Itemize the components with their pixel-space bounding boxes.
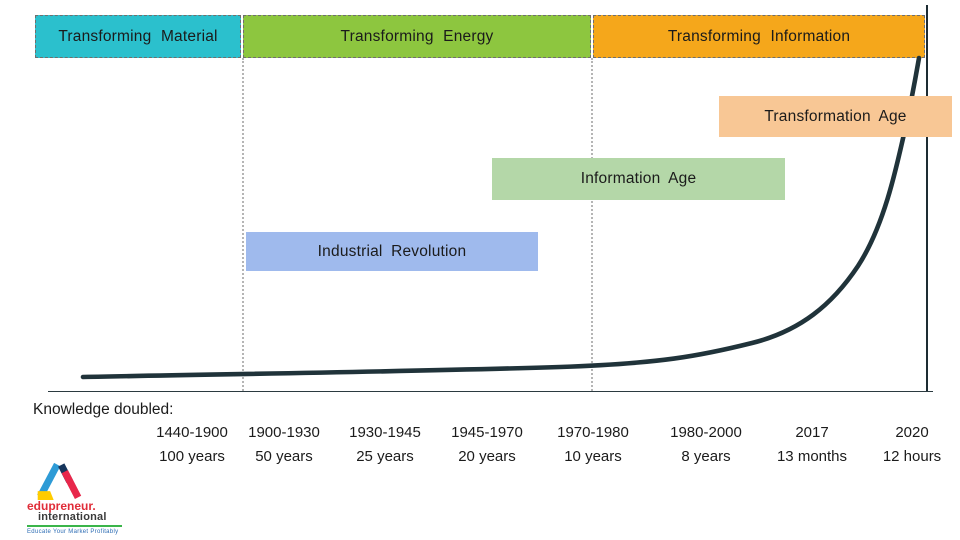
dotted-divider-line-right: [591, 58, 593, 391]
phase-band-transforming-energy: Transforming Energy: [243, 15, 591, 58]
era-band-label: Information Age: [580, 170, 697, 187]
timeline-duration: 50 years: [255, 448, 313, 465]
timeline-duration: 8 years: [681, 448, 731, 465]
timeline-period: 1900-1930: [248, 424, 320, 441]
phase-band-transforming-material: Transforming Material: [35, 15, 241, 58]
dotted-divider-line-left: [242, 58, 244, 391]
x-axis-line: [48, 391, 933, 392]
timeline-duration: 20 years: [458, 448, 516, 465]
timeline-duration: 12 hours: [882, 448, 942, 465]
timeline-period: 1980-2000: [670, 424, 742, 441]
timeline-duration: 10 years: [564, 448, 622, 465]
timeline-duration: 25 years: [356, 448, 414, 465]
timeline-period: 1440-1900: [156, 424, 228, 441]
timeline-duration: 100 years: [159, 448, 225, 465]
timeline-entry-2: 1900-1930 50 years: [228, 421, 340, 469]
era-band-industrial-revolution: Industrial Revolution: [246, 232, 538, 271]
logo-name: edupreneur.: [27, 499, 96, 513]
era-band-information-age: Information Age: [492, 158, 785, 200]
logo-tagline: Educate Your Market Profitably: [27, 529, 119, 535]
phase-band-label: Transforming Energy: [340, 27, 494, 45]
phase-band-label: Transforming Information: [667, 27, 851, 45]
logo-underline: [27, 525, 122, 527]
era-band-label: Industrial Revolution: [317, 242, 467, 260]
logo-subname: international: [38, 511, 107, 523]
era-band-transformation-age: Transformation Age: [719, 96, 952, 137]
chart-right-border-line: [926, 5, 928, 391]
timeline-entry-7: 2017 13 months: [756, 421, 868, 469]
timeline-entry-4: 1945-1970 20 years: [431, 421, 543, 469]
timeline-period: 1945-1970: [451, 424, 523, 441]
edupreneur-logo: edupreneur. international Educate Your M…: [27, 461, 177, 535]
timeline-period: 1970-1980: [557, 424, 629, 441]
era-band-label: Transformation Age: [764, 107, 907, 125]
timeline-period: 1930-1945: [349, 424, 421, 441]
timeline-entry-8: 2020 12 hours: [856, 421, 960, 469]
timeline-entry-1: 1440-1900 100 years: [136, 421, 248, 469]
knowledge-doubled-caption: Knowledge doubled:: [33, 401, 174, 418]
timeline-entry-3: 1930-1945 25 years: [329, 421, 441, 469]
timeline-entry-6: 1980-2000 8 years: [650, 421, 762, 469]
phase-band-transforming-information: Transforming Information: [593, 15, 925, 58]
phase-band-label: Transforming Material: [58, 27, 218, 45]
timeline-period: 2020: [895, 424, 929, 441]
timeline-period: 2017: [795, 424, 829, 441]
logo-triangle-icon: [37, 462, 82, 500]
timeline-entry-5: 1970-1980 10 years: [537, 421, 649, 469]
timeline-duration: 13 months: [776, 448, 848, 465]
